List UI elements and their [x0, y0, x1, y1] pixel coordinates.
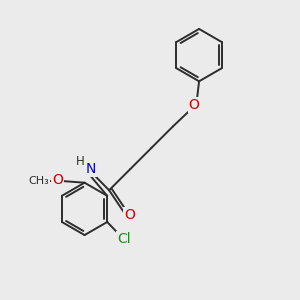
Text: H: H	[76, 155, 85, 168]
Text: O: O	[124, 208, 135, 222]
Text: O: O	[52, 173, 63, 187]
Text: O: O	[189, 98, 200, 112]
Text: N: N	[86, 162, 96, 176]
Text: Cl: Cl	[117, 232, 131, 246]
Text: CH₃: CH₃	[28, 176, 49, 186]
